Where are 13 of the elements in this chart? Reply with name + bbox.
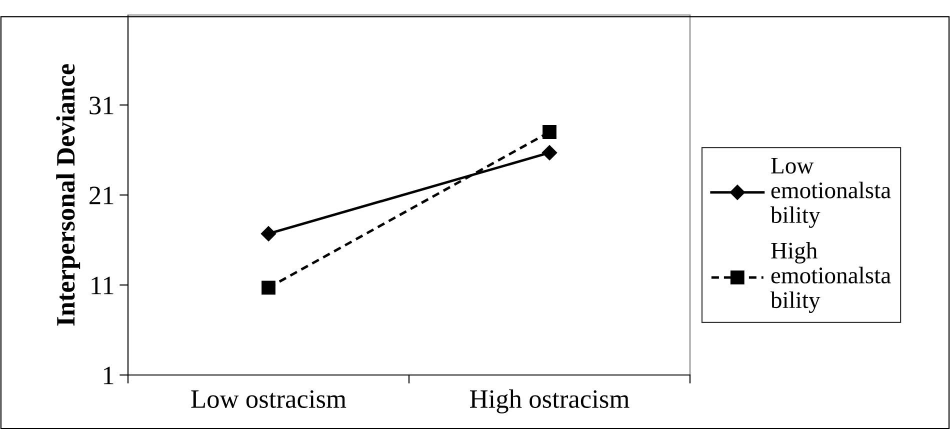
x-tick-label: High ostracism [470,389,630,414]
point [262,280,276,295]
y-axis-title: Interpersonal Deviance [56,64,80,326]
legend-label: High emotionalsta bility [770,242,891,313]
y-tick-label: 11 [92,276,114,294]
point [542,145,558,160]
x-tick-label: Low ostracism [191,390,346,408]
y-tick-label: 31 [90,96,114,114]
point [542,125,556,139]
y-tick-label: 1 [104,366,114,384]
legend-label: Low emotionalsta bility [770,158,891,228]
y-tick-label: 21 [90,186,114,204]
point [260,226,276,242]
